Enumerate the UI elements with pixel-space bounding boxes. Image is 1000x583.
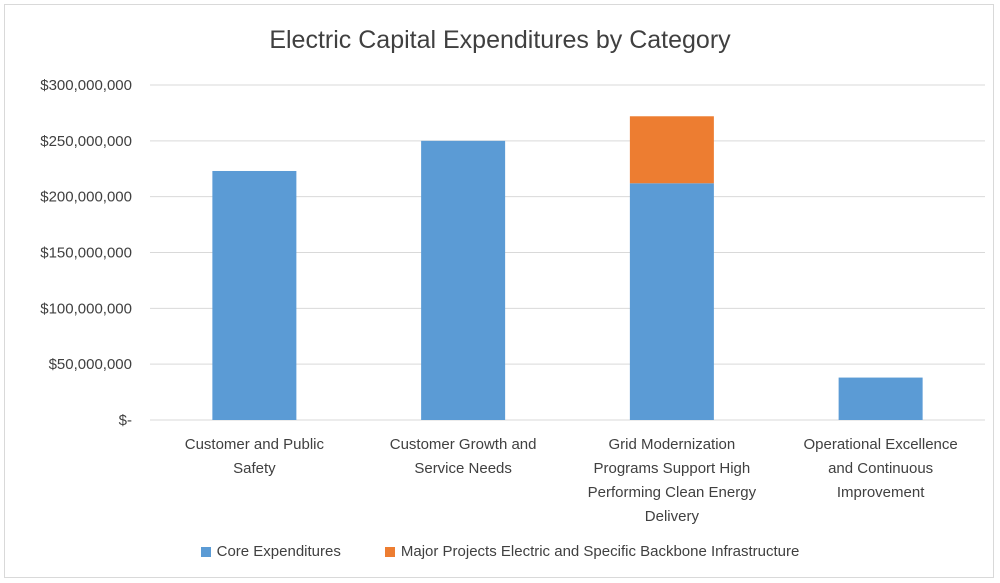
x-category-label: Grid Modernization Programs Support High P… xyxy=(588,436,757,525)
y-tick-label: $100,000,000 xyxy=(40,300,132,317)
legend: Core Expenditures Major Projects Electric… xyxy=(0,543,1000,560)
bar-core-expenditures-0 xyxy=(212,170,297,420)
bar-core-expenditures-1 xyxy=(421,140,506,421)
bar-core-expenditures-3 xyxy=(838,377,923,420)
y-tick-label: $300,000,000 xyxy=(40,77,132,94)
bar-major-projects-2 xyxy=(629,116,714,184)
y-tick-label: $- xyxy=(119,412,132,429)
x-category-label: Customer Growth and Service Needs xyxy=(390,436,537,477)
legend-item: Major Projects Electric and Specific Bac… xyxy=(384,543,800,560)
legend-swatch xyxy=(200,546,211,557)
y-tick-label: $150,000,000 xyxy=(40,245,132,262)
y-tick-label: $250,000,000 xyxy=(40,133,132,150)
y-tick-label: $50,000,000 xyxy=(49,356,132,373)
bar-core-expenditures-2 xyxy=(629,183,714,420)
legend-label: Major Projects Electric and Specific Bac… xyxy=(400,543,800,560)
x-category-label: Operational Excellence and Continuous Impr… xyxy=(803,436,957,501)
y-tick-label: $200,000,000 xyxy=(40,189,132,206)
x-category-label: Customer and Public Safety xyxy=(185,436,325,477)
legend-label: Core Expenditures xyxy=(216,543,341,560)
legend-item: Core Expenditures xyxy=(200,543,341,560)
chart-title: Electric Capital Expenditures by Categor… xyxy=(269,26,731,54)
legend-swatch xyxy=(384,546,395,557)
